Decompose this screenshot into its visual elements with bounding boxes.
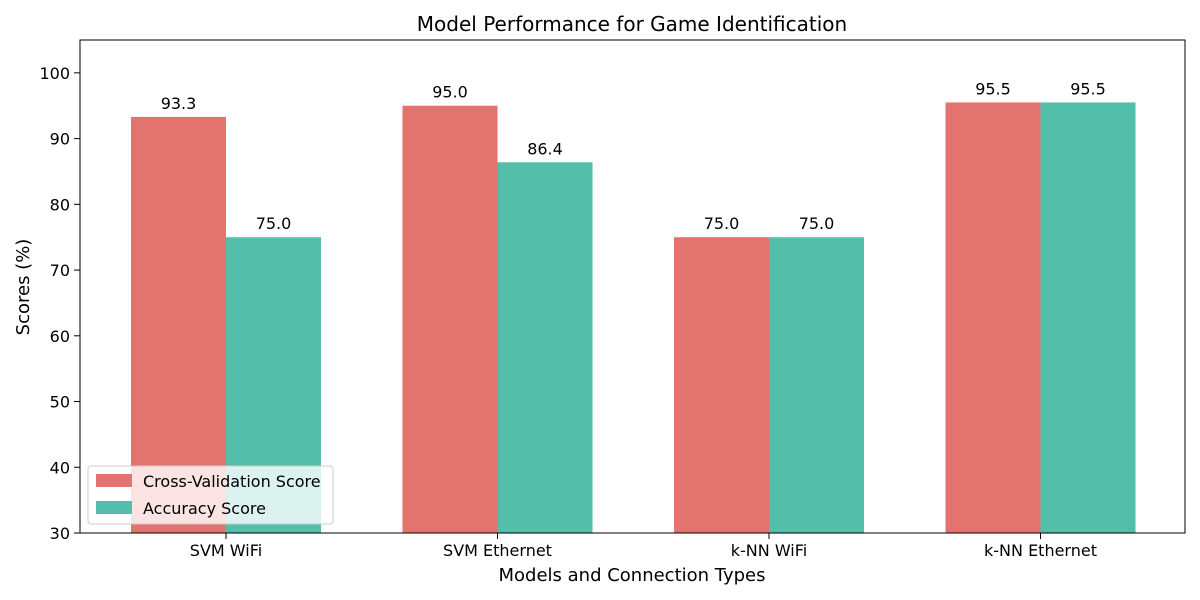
data-label: 86.4	[527, 139, 563, 158]
x-axis: SVM WiFi SVM Ethernet k-NN WiFi k-NN Ethern…	[190, 533, 1097, 560]
y-tick-label: 90	[50, 130, 70, 149]
bar-cross-validation-2	[674, 237, 769, 533]
bar-accuracy-2	[769, 237, 864, 533]
legend-swatch	[96, 474, 132, 487]
chart-title: Model Performance for Game Identificatio…	[417, 12, 847, 36]
legend-label: Cross-Validation Score	[143, 472, 321, 491]
x-axis-label: Models and Connection Types	[498, 565, 765, 586]
y-tick-label: 30	[50, 524, 70, 543]
bar-accuracy-1	[497, 162, 593, 534]
x-tick-label: k-NN Ethernet	[984, 541, 1097, 560]
data-label: 75.0	[799, 214, 835, 233]
legend: Cross-Validation Score Accuracy Score	[87, 465, 334, 525]
bar-cross-validation-0	[131, 116, 226, 534]
x-tick-label: k-NN WiFi	[731, 541, 807, 560]
y-axis: 30 40 50 60 70 80 90 100	[39, 64, 80, 543]
y-tick-label: 60	[50, 327, 70, 346]
plot-frame	[79, 39, 1186, 534]
bar-cross-validation-3	[945, 102, 1041, 534]
data-label: 95.5	[1070, 79, 1106, 98]
y-tick-label: 40	[50, 458, 70, 477]
legend-box	[87, 465, 334, 525]
bar-cross-validation-1	[402, 105, 498, 533]
data-label: 75.0	[256, 214, 292, 233]
data-labels-group: 93.3 95.0 75.0 95.5 75.0 86.4 75.0 95.5	[161, 79, 1106, 233]
y-axis-label: Scores (%)	[13, 239, 34, 336]
y-tick-label: 50	[50, 393, 70, 412]
y-tick-label: 80	[50, 195, 70, 214]
x-tick-label: SVM WiFi	[190, 541, 262, 560]
data-label: 95.5	[975, 79, 1011, 98]
bar-accuracy-3	[1040, 102, 1136, 534]
data-label: 95.0	[432, 83, 468, 102]
legend-label: Accuracy Score	[143, 499, 266, 518]
y-tick-label: 70	[50, 261, 70, 280]
y-tick-label: 100	[39, 64, 70, 83]
x-tick-label: SVM Ethernet	[443, 541, 552, 560]
legend-swatch	[96, 501, 132, 514]
data-label: 93.3	[161, 94, 197, 113]
data-label: 75.0	[704, 214, 740, 233]
